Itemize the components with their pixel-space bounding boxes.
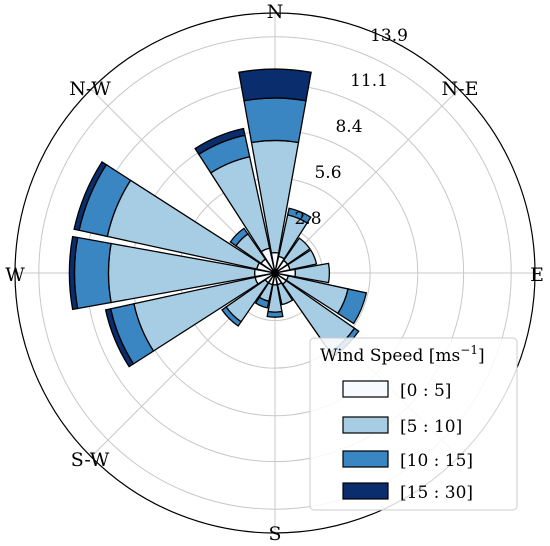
wind-bar-segment: [194, 127, 246, 156]
wind-rose-bars: [68, 68, 368, 368]
wind-bar-segment: [238, 68, 312, 102]
wind-bar-segment: [286, 207, 312, 224]
direction-label-sw: S-W: [71, 449, 110, 471]
wind-bar-segment: [221, 306, 242, 327]
axis-labels: N N-E E S S-W W N-W: [5, 1, 544, 545]
wind-bar-segment: [254, 296, 270, 309]
legend: Wind Speed [ms−1] [0 : 5] [5 : 10] [10 :…: [309, 337, 518, 511]
grid-ring: [38, 36, 512, 510]
radial-tick-label: 5.6: [314, 163, 341, 183]
legend-title: Wind Speed [ms−1]: [320, 343, 485, 366]
direction-label-s: S: [268, 523, 281, 545]
legend-swatch-15-30: [342, 482, 389, 500]
legend-label-10-15: [10 : 15]: [400, 451, 473, 471]
legend-label-5-10: [5 : 10]: [400, 417, 462, 437]
legend-swatch-10-15: [342, 450, 389, 468]
radial-tick-label: 8.4: [335, 117, 362, 137]
legend-label-15-30: [15 : 30]: [400, 483, 473, 503]
wind-bar-segment: [73, 161, 108, 232]
wind-bar-segment: [73, 236, 112, 310]
radial-tick-label: 11.1: [350, 71, 388, 91]
wind-bar-segment: [294, 262, 331, 284]
direction-label-n: N: [267, 1, 284, 23]
wind-bar-segment: [104, 308, 135, 368]
wind-bar-segment: [229, 227, 249, 247]
wind-bar-segment: [68, 235, 79, 311]
legend-label-0-5: [0 : 5]: [400, 381, 451, 401]
legend-swatch-5-10: [342, 416, 389, 434]
direction-label-e: E: [530, 264, 544, 286]
radial-tick-labels: 2.8 5.6 8.4 11.1 13.9: [294, 26, 407, 229]
radial-tick-label: 2.8: [294, 209, 321, 229]
grid-spoke: [274, 88, 460, 274]
polar-frame: [14, 12, 536, 534]
wind-bar-segment: [266, 310, 284, 318]
wind-bar-segment: [243, 97, 307, 144]
wind-bar-segment: [276, 282, 294, 306]
legend-swatch-0-5: [342, 380, 389, 398]
direction-label-nw: N-W: [69, 78, 111, 100]
wind-bar-segment: [282, 237, 311, 266]
direction-label-ne: N-E: [442, 78, 479, 100]
wind-bar-segment: [337, 288, 368, 325]
direction-label-w: W: [5, 264, 25, 286]
radial-tick-label: 13.9: [370, 26, 408, 46]
wind-bar-segment: [286, 249, 318, 271]
